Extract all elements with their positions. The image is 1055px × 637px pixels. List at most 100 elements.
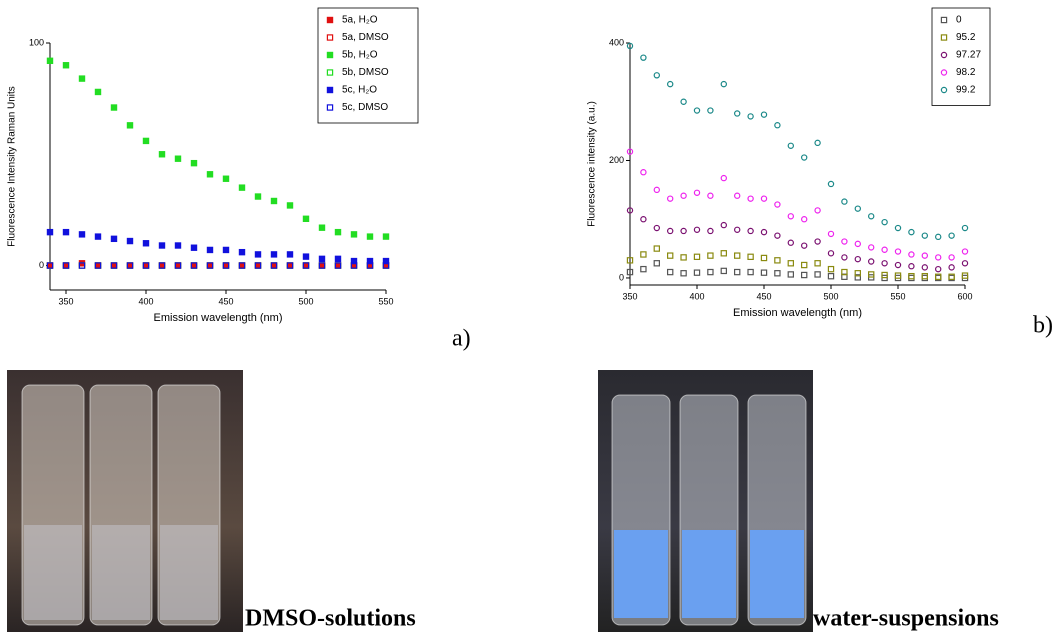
marker [46, 228, 54, 236]
marker [854, 270, 862, 277]
x-tick-label: 400 [138, 296, 153, 306]
marker [827, 272, 835, 280]
marker [326, 16, 334, 24]
marker [800, 261, 808, 269]
x-tick-label: 550 [890, 291, 905, 301]
x-tick-label: 450 [218, 296, 233, 306]
marker [667, 80, 674, 88]
marker [734, 110, 741, 117]
marker [382, 233, 390, 240]
marker [894, 224, 902, 232]
marker [787, 271, 795, 278]
marker [774, 122, 781, 129]
x-tick-label: 400 [689, 291, 704, 301]
marker [814, 238, 821, 245]
y-tick-label: 0 [619, 272, 624, 282]
marker [206, 262, 214, 269]
marker [940, 34, 948, 41]
marker [334, 262, 342, 269]
marker [854, 240, 862, 248]
marker [326, 34, 334, 41]
marker [350, 257, 358, 265]
marker [302, 262, 310, 269]
marker [270, 197, 278, 205]
marker [693, 107, 701, 114]
marker [693, 189, 701, 196]
marker [94, 262, 102, 269]
marker [640, 54, 647, 61]
marker [801, 154, 808, 161]
marker [366, 257, 374, 265]
marker [142, 262, 150, 269]
marker [894, 272, 902, 279]
marker [720, 250, 728, 257]
y-tick-label: 400 [609, 37, 624, 47]
marker [747, 227, 754, 235]
marker [854, 274, 862, 281]
marker [206, 246, 214, 254]
marker [961, 260, 969, 267]
y-tick-label: 100 [29, 37, 44, 47]
y-axis-label: Fluorescence Intensity Raman Units [7, 86, 18, 247]
marker [908, 274, 915, 282]
marker [720, 267, 728, 275]
marker [653, 72, 661, 79]
marker [286, 262, 294, 269]
marker [62, 262, 70, 269]
marker [961, 224, 969, 232]
marker [126, 122, 134, 129]
marker [222, 262, 230, 269]
marker [814, 260, 821, 267]
marker [640, 216, 647, 223]
marker [934, 273, 942, 280]
marker [126, 262, 134, 269]
marker [868, 258, 875, 265]
marker [693, 269, 701, 276]
marker [961, 272, 969, 279]
marker [666, 252, 674, 259]
marker [854, 205, 862, 212]
marker [254, 262, 262, 269]
legend-box [317, 7, 419, 124]
marker [174, 242, 182, 249]
marker [908, 251, 915, 258]
marker [653, 245, 661, 252]
marker [707, 252, 714, 259]
marker [62, 62, 70, 69]
marker [126, 262, 134, 269]
marker [935, 254, 942, 261]
x-tick-label: 450 [756, 291, 771, 301]
marker [693, 226, 701, 233]
marker [667, 195, 674, 202]
marker [174, 262, 182, 269]
marker [921, 274, 929, 282]
marker [190, 244, 198, 251]
marker [366, 262, 374, 269]
x-axis-label: Emission wavelength (nm) [154, 312, 283, 324]
marker [827, 180, 835, 188]
marker [254, 193, 262, 200]
marker [326, 51, 334, 59]
marker [350, 231, 358, 238]
x-tick-label: 600 [957, 291, 972, 301]
marker [940, 69, 948, 76]
marker [961, 248, 969, 255]
legend-label: 5b, DMSO [342, 67, 389, 78]
marker [908, 263, 915, 270]
marker [680, 98, 687, 105]
marker [734, 192, 741, 199]
legend-label: 5a, H₂O [342, 15, 378, 26]
legend-label: 99.2 [956, 85, 976, 96]
marker [667, 227, 674, 235]
marker [827, 265, 835, 273]
marker [814, 271, 821, 278]
marker [747, 268, 754, 276]
marker [326, 104, 334, 111]
marker [46, 262, 54, 269]
marker [680, 192, 687, 199]
marker [142, 240, 150, 247]
marker [693, 253, 701, 261]
marker [62, 262, 70, 269]
marker [222, 175, 230, 182]
y-tick-label: 200 [609, 155, 624, 165]
